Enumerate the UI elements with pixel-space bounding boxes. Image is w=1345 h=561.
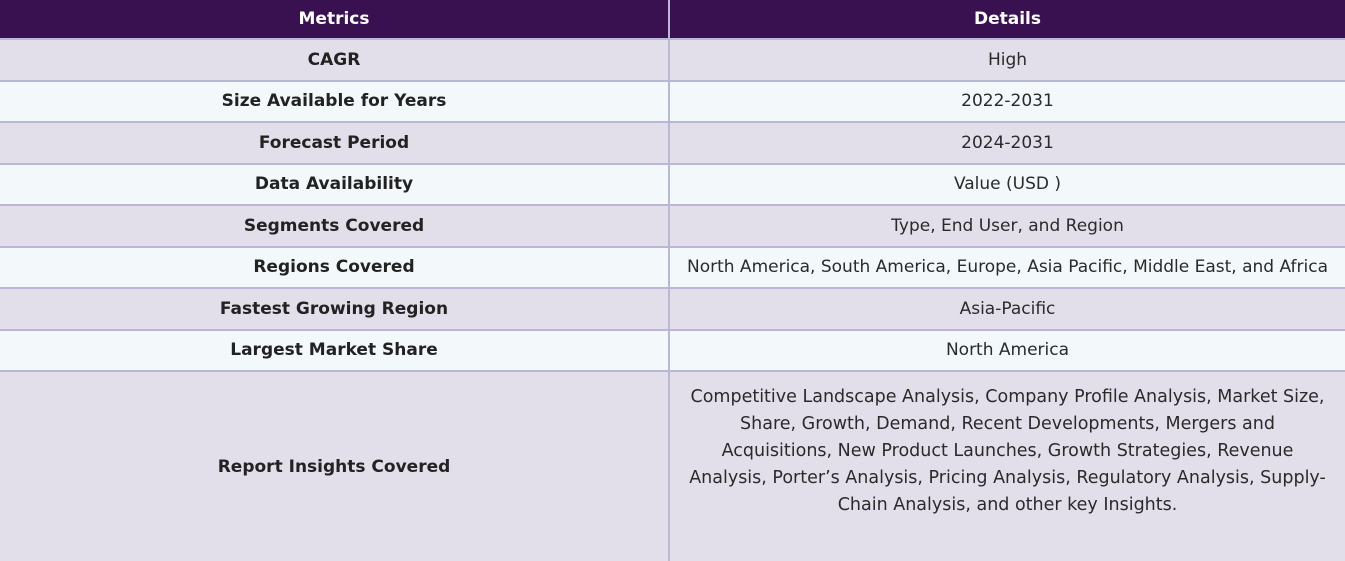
metric-cell: CAGR xyxy=(0,40,670,80)
table-row: Fastest Growing Region Asia-Pacific xyxy=(0,289,1345,331)
metric-cell: Report Insights Covered xyxy=(0,372,670,561)
metric-cell: Regions Covered xyxy=(0,247,670,287)
detail-cell: High xyxy=(987,49,1028,70)
metric-cell: Data Availability xyxy=(0,164,670,204)
detail-cell: North America, South America, Europe, As… xyxy=(686,257,1328,278)
metric-cell: Largest Market Share xyxy=(0,330,670,370)
detail-cell: Value (USD ) xyxy=(953,174,1062,195)
detail-cell: Type, End User, and Region xyxy=(891,215,1124,236)
table-row: Size Available for Years 2022-2031 xyxy=(0,81,1345,123)
table-row: Forecast Period 2024-2031 xyxy=(0,123,1345,165)
metric-cell: Size Available for Years xyxy=(0,81,670,121)
table-row: CAGR High xyxy=(0,40,1345,82)
detail-cell: North America xyxy=(945,340,1070,361)
detail-cell: 2024-2031 xyxy=(961,132,1054,153)
detail-cell: 2022-2031 xyxy=(961,91,1054,112)
table-row: Data Availability Value (USD ) xyxy=(0,164,1345,206)
table-row: Largest Market Share North America xyxy=(0,330,1345,372)
header-metrics: Metrics xyxy=(0,0,670,38)
metric-cell: Fastest Growing Region xyxy=(0,289,670,329)
detail-cell: Competitive Landscape Analysis, Company … xyxy=(689,387,1326,515)
table-row: Regions Covered North America, South Ame… xyxy=(0,247,1345,289)
header-details: Details xyxy=(973,9,1041,29)
table-row: Segments Covered Type, End User, and Reg… xyxy=(0,206,1345,248)
table-header-row: Metrics Details xyxy=(0,0,1345,40)
detail-cell: Asia-Pacific xyxy=(959,298,1056,319)
table-row: Report Insights Covered Competitive Land… xyxy=(0,372,1345,561)
metric-cell: Forecast Period xyxy=(0,123,670,163)
metric-cell: Segments Covered xyxy=(0,206,670,246)
